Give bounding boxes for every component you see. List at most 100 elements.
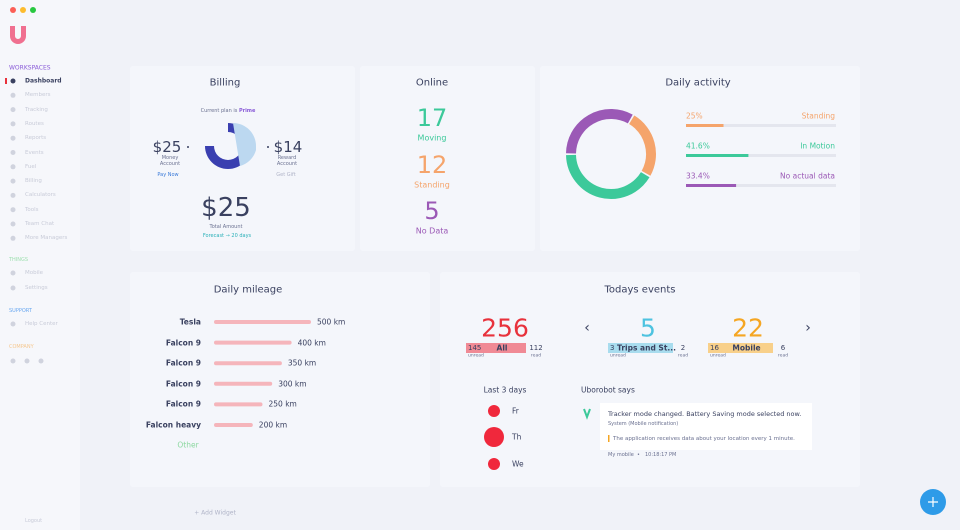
nav-item[interactable]: Members <box>25 92 51 99</box>
window-minimize[interactable] <box>20 7 26 13</box>
nav-item[interactable]: Fuel <box>25 163 37 170</box>
vehicle-name: Tesla <box>179 317 201 327</box>
activity-value: 33.4% <box>686 171 710 181</box>
event-tag-label: Trips and St... <box>617 343 676 353</box>
next-arrow[interactable]: › <box>805 320 811 336</box>
mileage-label: 200 km <box>258 420 288 430</box>
activity-value: 25% <box>686 111 703 121</box>
activity-bar <box>686 184 737 187</box>
logout[interactable]: Logout <box>25 518 43 524</box>
get-gift[interactable]: Get Gift <box>276 172 296 178</box>
event-tag <box>466 343 526 353</box>
active-indicator <box>5 78 7 84</box>
activity-value: 41.6% <box>686 141 710 151</box>
activity-track <box>686 154 836 157</box>
add-icon <box>928 497 938 507</box>
nav-item[interactable]: Tools <box>25 206 39 213</box>
nav-icon <box>10 285 16 291</box>
message-card <box>600 403 812 450</box>
activity-bar <box>686 154 749 157</box>
nav-icon <box>10 135 16 141</box>
separator: • <box>637 452 640 458</box>
section-title: Last 3 days <box>483 385 527 395</box>
day-label: Fr <box>512 406 519 416</box>
money-amount: $25 <box>152 138 182 156</box>
message: Tracker mode changed. Battery Saving mod… <box>608 410 802 418</box>
nav-icon <box>10 221 16 227</box>
nav-icon <box>10 207 16 213</box>
nav-item[interactable]: More Managers <box>25 235 68 242</box>
time: 10:18:17 PM <box>645 452 677 458</box>
event-total: 5 <box>640 313 656 343</box>
social-icon <box>38 358 44 364</box>
pay-now[interactable]: Pay Now <box>157 172 179 178</box>
add-widget[interactable]: + Add Widget <box>194 509 236 517</box>
mileage-bar <box>214 320 311 324</box>
widget-title: Todays events <box>604 284 676 296</box>
nav-item[interactable]: Calculators <box>25 192 56 199</box>
mileage-card <box>130 272 430 487</box>
mileage-bar <box>214 361 282 366</box>
section-title: WORKSPACES <box>9 64 51 72</box>
read-label: read <box>530 353 542 359</box>
reward-label: Reward Account <box>276 155 298 167</box>
other-link[interactable]: Other <box>177 440 199 450</box>
window-close[interactable] <box>10 7 16 13</box>
vehicle-name: Falcon 9 <box>165 379 201 389</box>
mileage-label: 500 km <box>317 317 346 327</box>
vehicle-name: Falcon 9 <box>165 399 201 409</box>
event-read: 2 <box>680 344 686 352</box>
unread-label: unread <box>468 353 484 359</box>
event-tag <box>708 343 773 353</box>
total-amount: $25 <box>201 193 251 223</box>
vehicle-name: Falcon 9 <box>165 338 201 348</box>
widget-title: Billing <box>209 77 241 89</box>
window-zoom[interactable] <box>30 7 36 13</box>
section-title: COMPANY <box>9 344 34 350</box>
nav-item[interactable]: Billing <box>25 178 42 185</box>
nav-item[interactable]: Settings <box>25 285 48 291</box>
event-tag-label: Mobile <box>732 343 761 353</box>
event-unread: 16 <box>710 344 719 352</box>
nav-icon <box>10 107 16 113</box>
donut-segment <box>628 115 656 176</box>
event-read: 6 <box>780 344 786 352</box>
vehicle-name: Falcon 9 <box>165 358 201 368</box>
message-source: System (Mobile notification) <box>608 421 679 427</box>
mileage-label: 300 km <box>278 379 307 389</box>
nav-item[interactable]: Dashboard <box>25 77 62 85</box>
nav-item[interactable]: Events <box>25 149 44 156</box>
activity-track <box>686 124 836 127</box>
nav-item[interactable]: Team Chat <box>25 221 55 227</box>
activity-name: Standing <box>801 111 835 121</box>
event-tag-label: All <box>496 343 508 353</box>
nav-icon <box>10 78 16 84</box>
forecast: Forecast → 20 days <box>202 233 252 239</box>
events-card <box>440 272 860 487</box>
nav-item[interactable]: Mobile <box>25 270 44 276</box>
mileage-label: 350 km <box>287 358 317 368</box>
online-count: 12 <box>416 150 448 179</box>
event-total: 22 <box>732 313 764 343</box>
mileage-bar <box>214 381 273 386</box>
nav-item[interactable]: Tracking <box>25 106 48 113</box>
nav-item[interactable]: Reports <box>25 135 47 142</box>
plan-text: Current plan is <box>200 108 238 114</box>
nav-item[interactable]: Routes <box>25 120 44 127</box>
mileage-label: 250 km <box>268 399 297 409</box>
message-note: The application receives data about your… <box>613 436 795 442</box>
event-unread: 145 <box>468 344 482 352</box>
logo <box>10 26 26 44</box>
mileage-bar <box>214 340 292 345</box>
nav-item[interactable]: Help Center <box>25 321 58 327</box>
unread-label: unread <box>710 353 726 359</box>
prev-arrow[interactable]: ‹ <box>584 320 590 336</box>
online-card <box>360 66 535 251</box>
widget-title: Daily mileage <box>213 284 283 296</box>
social-icon <box>10 358 16 364</box>
nav-icon <box>10 321 16 327</box>
plan-wedge <box>233 123 256 166</box>
online-label: No Data <box>415 226 449 236</box>
read-label: read <box>677 353 689 359</box>
device: My mobile <box>608 452 634 458</box>
